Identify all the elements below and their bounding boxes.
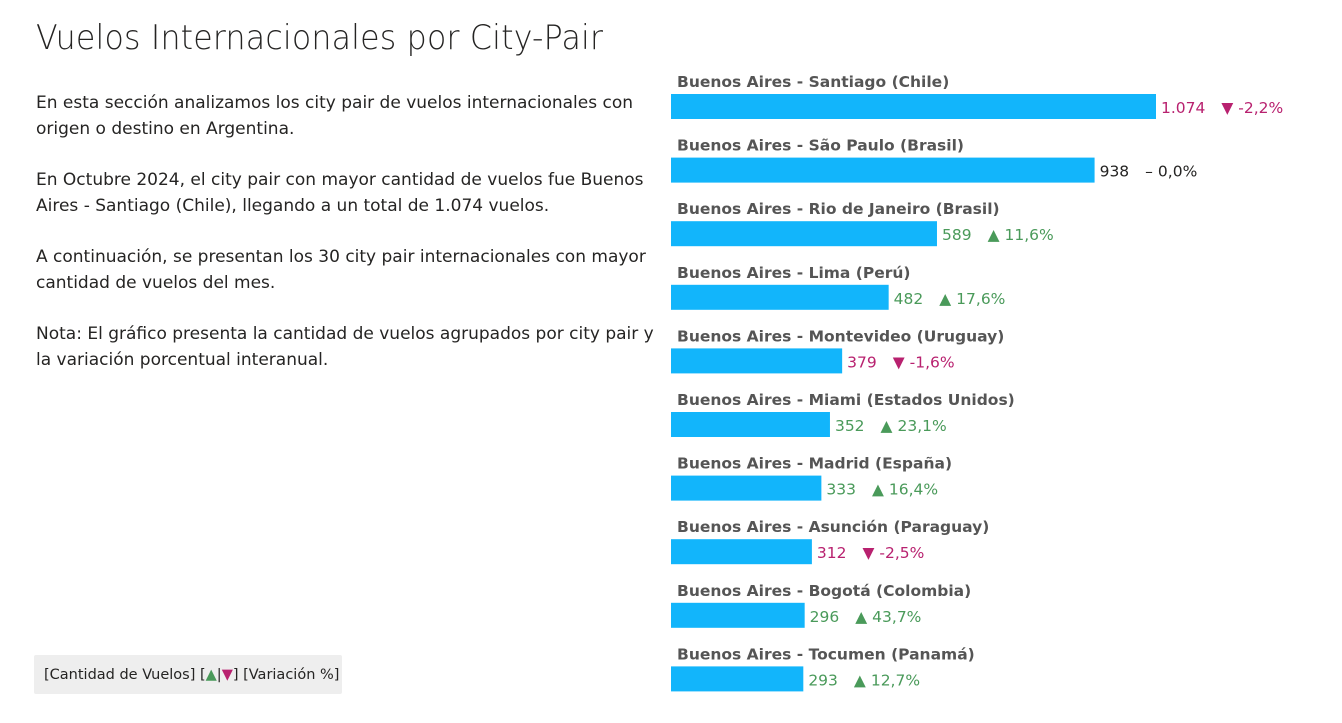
- bar: [671, 602, 805, 628]
- bar: [671, 666, 804, 692]
- category-label: Buenos Aires - Montevideo (Uruguay): [677, 327, 1004, 345]
- category-label: Buenos Aires - Miami (Estados Unidos): [677, 391, 1015, 409]
- bar: [671, 539, 812, 565]
- value-label: 333: [826, 481, 856, 499]
- category-label: Buenos Aires - Asunción (Paraguay): [677, 518, 989, 536]
- down-triangle-icon: ▼: [862, 544, 874, 562]
- down-triangle-icon: ▼: [221, 666, 233, 683]
- description-paragraph: A continuación, se presentan los 30 city…: [36, 247, 646, 293]
- bar: [671, 284, 889, 310]
- category-label: Buenos Aires - Rio de Janeiro (Brasil): [677, 200, 1000, 218]
- value-label: 352: [835, 417, 865, 435]
- value-label: 938: [1100, 163, 1130, 181]
- value-label: 296: [810, 608, 840, 626]
- bar: [671, 475, 822, 501]
- up-triangle-icon: ▲: [854, 671, 866, 689]
- page-title: Vuelos Internacionales por City-Pair: [36, 18, 604, 58]
- value-label: 482: [894, 290, 924, 308]
- description-paragraph: En Octubre 2024, el city pair con mayor …: [36, 170, 644, 216]
- category-label: Buenos Aires - São Paulo (Brasil): [677, 137, 964, 155]
- bar: [671, 94, 1156, 119]
- legend-note: [Cantidad de Vuelos] [▲ | ▼] [Variación %]: [34, 655, 342, 694]
- bar: [671, 157, 1095, 183]
- up-triangle-icon: ▲: [881, 417, 893, 435]
- variation-label: 23,1%: [897, 417, 946, 435]
- category-label: Buenos Aires - Madrid (España): [677, 455, 952, 473]
- up-triangle-icon: ▲: [855, 608, 867, 626]
- up-triangle-icon: ▲: [939, 290, 951, 308]
- up-triangle-icon: ▲: [205, 666, 217, 683]
- up-triangle-icon: ▲: [872, 481, 884, 499]
- variation-label: 17,6%: [956, 290, 1005, 308]
- bar: [671, 412, 830, 437]
- dash-icon: –: [1145, 163, 1153, 181]
- variation-label: -2,2%: [1238, 99, 1283, 117]
- legend-separator: |: [216, 666, 222, 683]
- bar: [671, 348, 843, 374]
- value-label: 293: [808, 671, 838, 689]
- value-label: 379: [847, 353, 877, 371]
- category-label: Buenos Aires - Tocumen (Panamá): [677, 645, 975, 663]
- value-label: 312: [817, 544, 847, 562]
- value-label: 1.074: [1161, 99, 1205, 117]
- variation-label: 16,4%: [889, 481, 938, 499]
- up-triangle-icon: ▲: [988, 226, 1000, 244]
- category-label: Buenos Aires - Lima (Perú): [677, 264, 911, 282]
- variation-label: 43,7%: [872, 608, 921, 626]
- variation-label: 12,7%: [871, 671, 920, 689]
- category-label: Buenos Aires - Bogotá (Colombia): [677, 582, 971, 600]
- variation-label: 11,6%: [1004, 226, 1053, 244]
- down-triangle-icon: ▼: [893, 353, 905, 371]
- variation-label: 0,0%: [1158, 163, 1197, 181]
- description: En esta sección analizamos los city pair…: [36, 90, 656, 398]
- legend-suffix: ] [Variación %]: [232, 666, 340, 683]
- variation-label: -1,6%: [910, 353, 955, 371]
- value-label: 589: [942, 226, 972, 244]
- description-paragraph: En esta sección analizamos los city pair…: [36, 93, 634, 139]
- variation-label: -2,5%: [879, 544, 924, 562]
- description-paragraph: Nota: El gráfico presenta la cantidad de…: [36, 324, 654, 370]
- legend-prefix: [Cantidad de Vuelos] [: [44, 666, 206, 683]
- category-label: Buenos Aires - Santiago (Chile): [677, 73, 949, 91]
- bar: [671, 221, 937, 247]
- down-triangle-icon: ▼: [1221, 99, 1233, 117]
